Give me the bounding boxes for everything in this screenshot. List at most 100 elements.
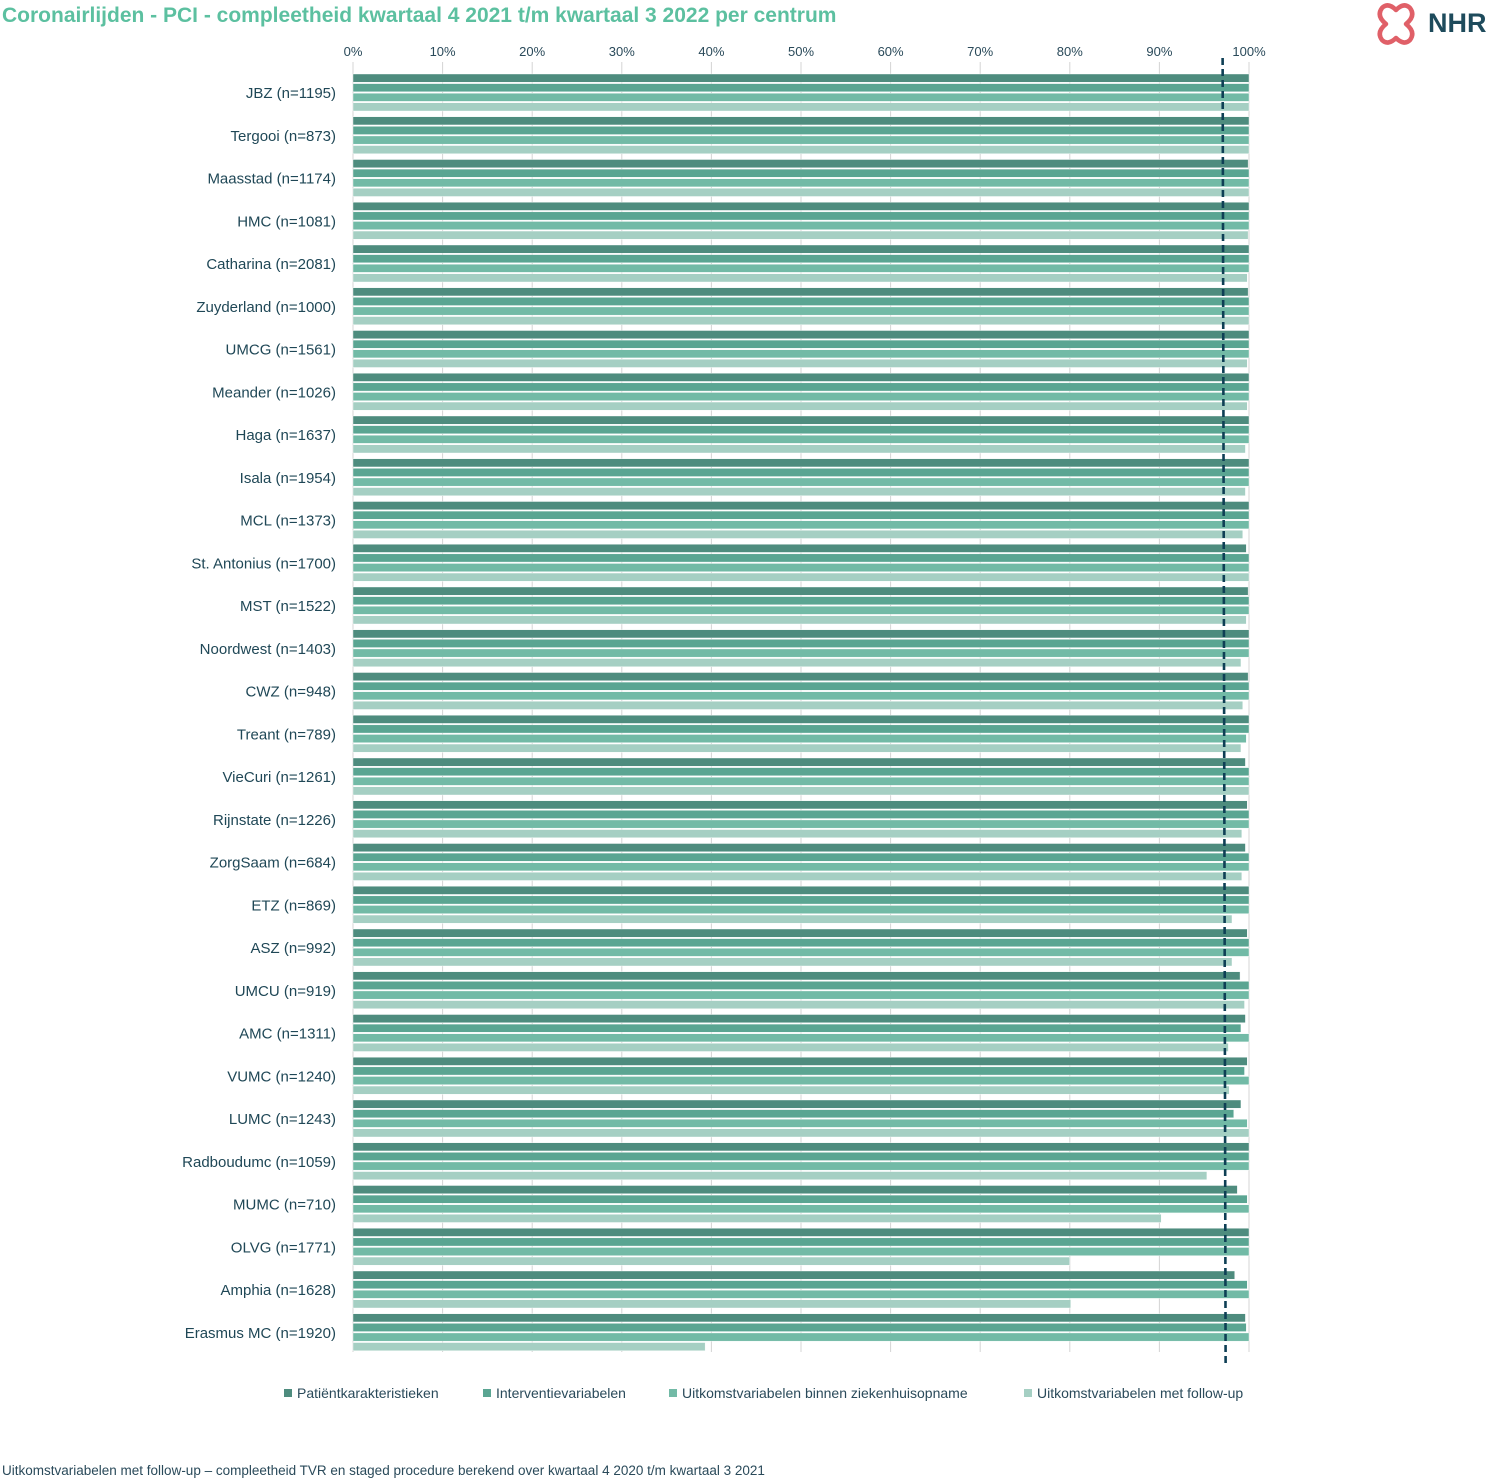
- bar: [352, 843, 1246, 852]
- bar: [352, 116, 1250, 126]
- category-label: Erasmus MC (n=1920): [185, 1325, 336, 1342]
- bar: [352, 221, 1250, 230]
- bar: [352, 810, 1250, 819]
- bar: [352, 168, 1250, 178]
- bar: [352, 487, 1246, 496]
- bar: [352, 330, 1250, 339]
- bar: [352, 1142, 1250, 1152]
- bar: [352, 862, 1250, 872]
- bar: [352, 102, 1250, 112]
- bar: [352, 981, 1250, 990]
- bar: [352, 211, 1250, 221]
- bar: [352, 501, 1250, 510]
- bar: [352, 724, 1250, 734]
- bar: [352, 829, 1243, 838]
- bar: [352, 777, 1250, 786]
- bar: [352, 230, 1249, 240]
- bar: [352, 648, 1250, 658]
- bar: [352, 691, 1250, 701]
- bar: [352, 244, 1250, 254]
- bar: [352, 83, 1250, 92]
- bar: [352, 477, 1250, 487]
- x-axis-ticks: 0% 10% 20% 30% 40% 50% 60% 70% 80% 90% 100%: [344, 44, 1266, 59]
- bar: [352, 188, 1250, 197]
- bar: [352, 1280, 1248, 1289]
- category-label: Catharina (n=2081): [206, 256, 336, 273]
- bar: [352, 1270, 1235, 1280]
- category-label: MUMC (n=710): [233, 1197, 336, 1214]
- bar: [352, 1237, 1250, 1247]
- logo-text: NHR: [1428, 8, 1487, 38]
- bar: [352, 1109, 1234, 1118]
- bar: [352, 1313, 1246, 1323]
- bar: [352, 1085, 1230, 1095]
- bar: [352, 734, 1247, 743]
- x-tick-label: 30%: [609, 44, 635, 59]
- bar: [352, 544, 1247, 553]
- x-tick-label: 90%: [1146, 44, 1172, 59]
- bar: [352, 273, 1248, 283]
- category-label: Tergooi (n=873): [231, 128, 336, 145]
- bar: [352, 658, 1242, 667]
- category-label: LUMC (n=1243): [229, 1111, 336, 1128]
- category-label: Zuyderland (n=1000): [196, 299, 336, 316]
- category-label: Noordwest (n=1403): [200, 641, 336, 658]
- bar: [352, 928, 1248, 938]
- bar: [352, 586, 1249, 596]
- bar: [352, 800, 1248, 810]
- x-tick-label: 70%: [967, 44, 993, 59]
- legend-label: Uitkomstvariabelen met follow-up: [1037, 1385, 1243, 1401]
- bar: [352, 468, 1250, 477]
- bar: [352, 1289, 1250, 1299]
- bar: [352, 639, 1250, 648]
- footnote: Uitkomstvariabelen met follow-up – compl…: [2, 1463, 765, 1478]
- bar: [352, 767, 1250, 776]
- bar: [352, 672, 1249, 681]
- bar: [352, 264, 1250, 273]
- legend-swatch: [1024, 1389, 1032, 1397]
- bar: [352, 392, 1250, 401]
- bar: [352, 159, 1249, 168]
- category-label: ZorgSaam (n=684): [210, 855, 336, 872]
- category-label: UMCU (n=919): [235, 983, 336, 1000]
- bar: [352, 852, 1250, 862]
- bar-chart: 0% 10% 20% 30% 40% 50% 60% 70% 80% 90% 100% JBZ (n…: [182, 44, 1266, 1401]
- bar: [352, 948, 1250, 957]
- reference-line: [1221, 57, 1227, 1367]
- bar: [352, 1342, 706, 1351]
- bar: [352, 1033, 1250, 1043]
- bar: [352, 1014, 1246, 1023]
- bar: [352, 1332, 1250, 1342]
- bar: [352, 572, 1250, 582]
- bar: [352, 786, 1250, 796]
- bar: [352, 1323, 1247, 1332]
- bar: [352, 1076, 1250, 1085]
- bar: [352, 872, 1243, 881]
- category-label: Treant (n=789): [237, 726, 336, 743]
- bar: [352, 957, 1233, 967]
- bar: [352, 287, 1249, 297]
- bar: [352, 1247, 1250, 1256]
- bar: [352, 73, 1250, 83]
- bar: [352, 1066, 1245, 1076]
- legend-swatch: [483, 1389, 491, 1397]
- bar: [352, 1185, 1238, 1194]
- bar: [352, 1214, 1162, 1223]
- bar: [352, 510, 1250, 520]
- bar: [352, 530, 1243, 539]
- bar: [352, 914, 1233, 924]
- bar: [352, 1043, 1229, 1052]
- bar: [352, 458, 1250, 468]
- bar: [352, 306, 1250, 316]
- bar: [352, 1204, 1250, 1214]
- bar: [352, 135, 1250, 145]
- category-label: St. Antonius (n=1700): [191, 555, 336, 572]
- bars: [352, 73, 1250, 1351]
- bar: [352, 1228, 1250, 1237]
- legend-swatch: [669, 1389, 677, 1397]
- category-labels: JBZ (n=1195) Tergooi (n=873) Maasstad (n=1…: [182, 85, 336, 1342]
- bar: [352, 629, 1250, 639]
- category-label: Maasstad (n=1174): [207, 171, 336, 188]
- bar: [352, 701, 1243, 710]
- bar: [352, 349, 1250, 359]
